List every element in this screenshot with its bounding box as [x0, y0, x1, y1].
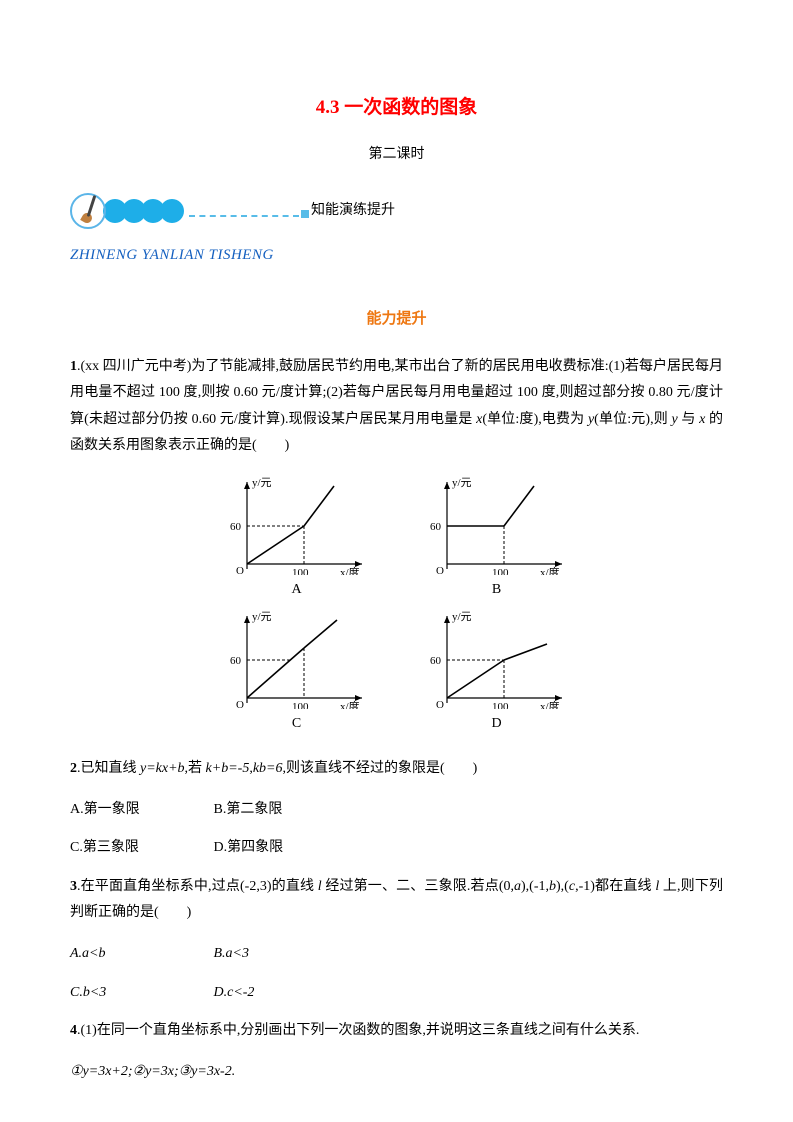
decor-square	[301, 210, 309, 218]
q3-opt-d: D.c<-2	[214, 980, 354, 1007]
q2-opts-row2: C.第三象限 D.第四象限	[70, 835, 723, 862]
ylabel: y/元	[452, 477, 472, 489]
decor-line	[189, 215, 299, 217]
x100: 100	[292, 567, 309, 575]
x100: 100	[292, 701, 309, 709]
page-title: 4.3 一次函数的图象	[70, 90, 723, 126]
origin: O	[236, 565, 244, 575]
decor-label: 知能演练提升	[311, 198, 395, 225]
q3-text: .在平面直角坐标系中,过点(-2,3)的直线	[77, 879, 318, 894]
chart-b-label: B	[492, 577, 501, 604]
q2-eq: y=kx+b	[140, 761, 185, 776]
q4-text: .(1)在同一个直角坐标系中,分别画出下列一次函数的图象,并说明这三条直线之间有…	[77, 1023, 639, 1038]
q2-opts-row1: A.第一象限 B.第二象限	[70, 797, 723, 824]
origin: O	[436, 565, 444, 575]
chart-d-svg: y/元 x/度 O 60 100	[422, 608, 572, 709]
q2-num: 2	[70, 761, 77, 776]
question-3: 3.在平面直角坐标系中,过点(-2,3)的直线 l 经过第一、二、三象限.若点(…	[70, 874, 723, 927]
y60: 60	[430, 655, 442, 667]
ylabel: y/元	[252, 611, 272, 623]
q4-eqs: ①y=3x+2;②y=3x;③y=3x-2.	[70, 1059, 723, 1086]
q3-text3: ),(-1,	[521, 879, 549, 894]
q3-text2: 经过第一、二、三象限.若点(0,	[322, 879, 514, 894]
ylabel: y/元	[452, 611, 472, 623]
q3-opt-c: C.b<3	[70, 980, 210, 1007]
decor-row: 知能演练提升	[70, 191, 723, 231]
chart-d: y/元 x/度 O 60 100 D	[417, 608, 577, 738]
q3-a: a	[514, 879, 521, 894]
q1-text3: (单位:元),则	[594, 412, 671, 427]
origin: O	[436, 699, 444, 709]
q2-opt-a: A.第一象限	[70, 797, 210, 824]
y60: 60	[230, 655, 242, 667]
q3-text5: ,-1)都在直线	[575, 879, 655, 894]
q3-text4: ),(	[556, 879, 569, 894]
q2-cond2: kb=6	[253, 761, 283, 776]
chart-c-svg: y/元 x/度 O 60 100	[222, 608, 372, 709]
chart-b: y/元 x/度 O 60 100 B	[417, 474, 577, 604]
question-4: 4.(1)在同一个直角坐标系中,分别画出下列一次函数的图象,并说明这三条直线之间…	[70, 1018, 723, 1045]
chart-b-svg: y/元 x/度 O 60 100	[422, 474, 572, 575]
q1-text4: 与	[678, 412, 699, 427]
q2-opt-d: D.第四象限	[214, 835, 354, 862]
xlabel: x/度	[540, 699, 560, 709]
q2-opt-c: C.第三象限	[70, 835, 210, 862]
xlabel: x/度	[540, 565, 560, 575]
y60: 60	[430, 521, 442, 533]
q3-opt-a: A.a<b	[70, 941, 210, 968]
y60: 60	[230, 521, 242, 533]
x100: 100	[492, 701, 509, 709]
chart-c-label: C	[292, 711, 301, 738]
chart-c: y/元 x/度 O 60 100 C	[217, 608, 377, 738]
question-1: 1.(xx 四川广元中考)为了节能减排,鼓励居民节约用电,某市出台了新的居民用电…	[70, 354, 723, 460]
dots-icon	[108, 199, 184, 223]
subtitle: 第二课时	[70, 142, 723, 169]
brush-icon	[70, 193, 106, 229]
chart-a: y/元 x/度 O 60 100 A	[217, 474, 377, 604]
q3-num: 3	[70, 879, 77, 894]
x100: 100	[492, 567, 509, 575]
q3-opts-row1: A.a<b B.a<3	[70, 941, 723, 968]
q3-b: b	[549, 879, 556, 894]
q1-text2: (单位:度),电费为	[482, 412, 588, 427]
chart-d-label: D	[491, 711, 501, 738]
xlabel: x/度	[340, 565, 360, 575]
q4-num: 4	[70, 1023, 77, 1038]
q2-text3: ,则该直线不经过的象限是( )	[283, 761, 478, 776]
q3-opt-b: B.a<3	[214, 941, 354, 968]
chart-grid: y/元 x/度 O 60 100 A y/元 x/度 O 60 100 B	[70, 474, 723, 738]
xlabel: x/度	[340, 699, 360, 709]
question-2: 2.已知直线 y=kx+b,若 k+b=-5,kb=6,则该直线不经过的象限是(…	[70, 756, 723, 783]
pinyin-text: ZHINENG YANLIAN TISHENG	[70, 241, 723, 270]
q2-text2: ,若	[185, 761, 206, 776]
q1-num: 1	[70, 359, 77, 374]
q2-cond1: k+b=-5	[206, 761, 250, 776]
q3-opts-row2: C.b<3 D.c<-2	[70, 980, 723, 1007]
section-heading: 能力提升	[70, 305, 723, 334]
q2-text: .已知直线	[77, 761, 140, 776]
origin: O	[236, 699, 244, 709]
chart-a-svg: y/元 x/度 O 60 100	[222, 474, 372, 575]
ylabel: y/元	[252, 477, 272, 489]
chart-a-label: A	[291, 577, 301, 604]
q2-opt-b: B.第二象限	[214, 797, 354, 824]
